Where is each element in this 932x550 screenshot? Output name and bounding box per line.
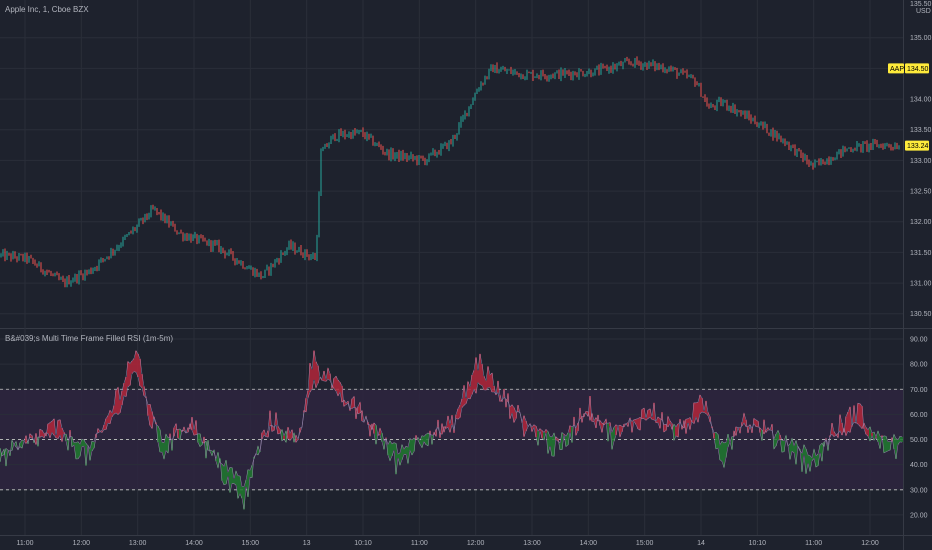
x-tick-label: 10:10 [354,540,372,547]
rsi-y-tick-label: 60.00 [910,412,928,419]
x-tick-label: 12:00 [861,540,879,547]
symbol-price-tag: 134.50 [907,66,929,73]
y-tick-label: 132.00 [910,219,932,226]
x-tick-label: 14:00 [185,540,203,547]
y-tick-label: 133.50 [910,127,932,134]
rsi-y-tick-label: 90.00 [910,337,928,344]
x-tick-label: 14 [697,540,705,547]
x-tick-label: 15:00 [636,540,654,547]
symbol-tag-bg [888,63,904,74]
x-tick-label: 13 [303,540,311,547]
symbol-tag: AAPL [890,66,908,73]
x-tick-label: 12:00 [73,540,91,547]
y-tick-label: 131.50 [910,250,932,257]
x-tick-label: 13:00 [129,540,147,547]
y-tick-label: 131.00 [910,281,932,288]
x-tick-label: 15:00 [242,540,260,547]
rsi-slow-line [0,371,903,487]
currency-label: USD [916,8,931,15]
x-tick-label: 11:00 [17,540,34,547]
x-tick-label: 11:00 [805,540,822,547]
price-chart-title: Apple Inc, 1, Cboe BZX [5,5,89,14]
y-tick-label: 132.50 [910,189,932,196]
rsi-y-tick-label: 70.00 [910,387,928,394]
y-tick-label: 135.00 [910,35,932,42]
symbol-price-tag-bg [905,63,929,74]
candles-group [0,56,900,288]
x-tick-label: 13:00 [523,540,541,547]
rsi-y-tick-label: 20.00 [910,512,928,519]
last-price-tag: 133.24 [907,143,929,150]
rsi-y-tick-label: 50.00 [910,437,928,444]
x-tick-label: 11:00 [411,540,428,547]
rsi-fill-group [0,350,903,510]
x-tick-label: 14:00 [580,540,598,547]
rsi-fast-line [0,350,903,510]
y-tick-label: 134.00 [910,97,932,104]
y-tick-label: 133.00 [910,158,932,165]
rsi-indicator-title: B&#039;s Multi Time Frame Filled RSI (1m… [5,334,174,343]
rsi-y-tick-label: 40.00 [910,462,928,469]
y-tick-label: 130.50 [910,311,932,318]
x-tick-label: 10:10 [749,540,767,547]
rsi-y-tick-label: 30.00 [910,487,928,494]
x-tick-label: 12:00 [467,540,485,547]
last-price-tag-bg [905,140,929,151]
rsi-y-tick-label: 80.00 [910,362,928,369]
y-tick-label-top: 135.50 [910,1,932,8]
